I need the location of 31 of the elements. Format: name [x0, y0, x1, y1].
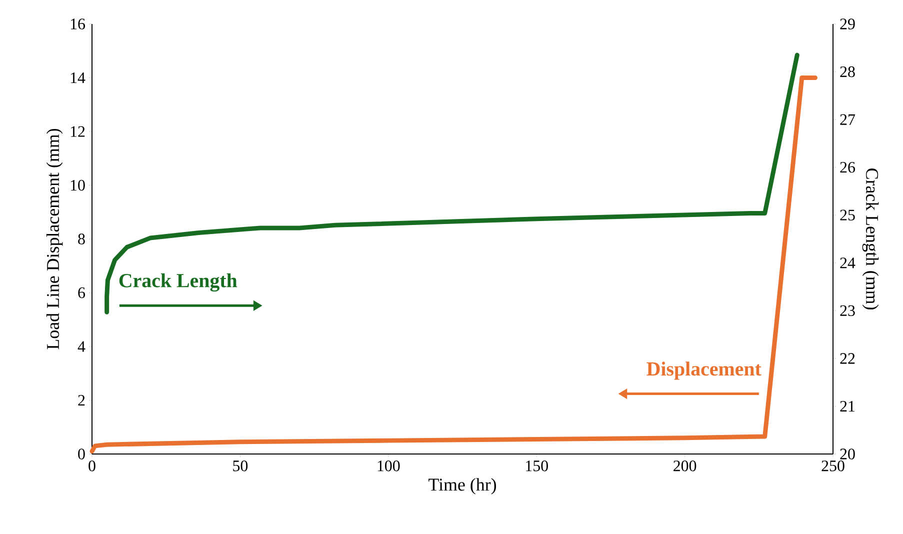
y2-tick-label: 21	[840, 400, 855, 412]
y2-tick-label: 22	[840, 353, 855, 364]
x-tick-label: 200	[674, 460, 696, 472]
x-tick-label: 150	[526, 460, 548, 472]
y-tick-label: 16	[70, 18, 86, 30]
y2-tick-label: 20	[840, 448, 855, 460]
y2-tick-label: 26	[840, 162, 855, 173]
y-tick-label: 8	[78, 234, 85, 244]
y2-tick-label: 29	[840, 18, 855, 30]
y-tick-label: 4	[78, 341, 86, 352]
y-tick-label: 6	[78, 287, 86, 298]
y-tick-label: 2	[78, 394, 85, 406]
x-axis-title: Time (hr)	[428, 478, 496, 494]
x-tick-label: 250	[822, 460, 844, 472]
y2-tick-label: 28	[840, 66, 855, 78]
y2-tick-label: 23	[840, 305, 855, 316]
y-tick-label: 0	[78, 448, 85, 460]
series-label: Displacement	[646, 362, 762, 380]
x-tick-label: 100	[378, 460, 400, 472]
y2-tick-label: 25	[840, 210, 855, 220]
y-axis-title: Load Line Displacement (mm)	[46, 128, 63, 350]
line-series	[104, 52, 800, 314]
y-tick-label: 10	[70, 180, 85, 191]
y2-tick-label: 24	[840, 258, 856, 268]
x-tick-label: 0	[88, 460, 96, 472]
y-tick-label: 14	[70, 72, 86, 84]
series-label: Crack Length	[119, 273, 238, 292]
x-tick-label: 50	[233, 460, 248, 472]
y2-tick-label: 27	[840, 114, 856, 125]
y-tick-label: 12	[70, 126, 85, 137]
y2-axis-title: Crack Length (mm)	[862, 168, 879, 310]
